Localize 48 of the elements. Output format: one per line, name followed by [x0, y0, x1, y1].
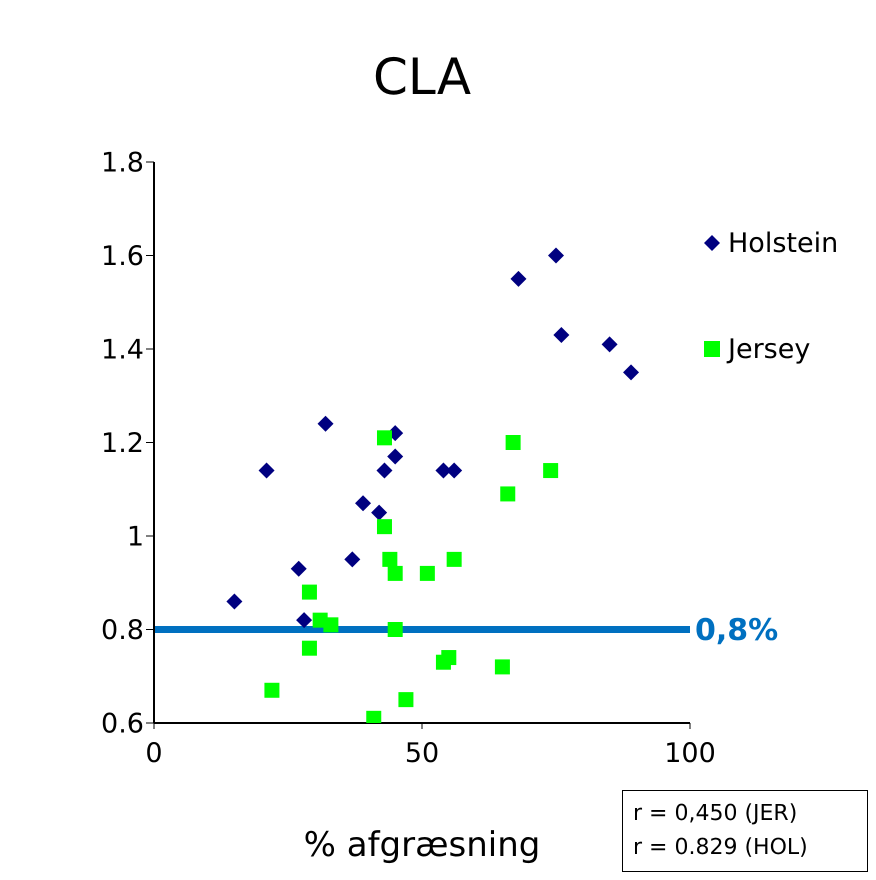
point: [510, 270, 526, 287]
point: [494, 659, 510, 674]
legend-label: Holstein: [728, 228, 838, 258]
point: [264, 682, 280, 698]
point: [420, 566, 435, 581]
y-tick-label: 0.6: [101, 708, 144, 740]
point: [553, 326, 570, 343]
point: [388, 566, 403, 581]
point: [500, 486, 516, 502]
point: [258, 462, 275, 479]
point: [344, 551, 360, 568]
point: [302, 640, 317, 656]
point: [543, 463, 558, 478]
text: r = 0,450 (JER): [633, 800, 798, 828]
point: [388, 622, 403, 637]
y-tick-label: 1.6: [101, 241, 144, 272]
x-axis-title: % afgræsning: [304, 825, 540, 865]
y-tick-label: 1.4: [101, 334, 144, 366]
legend-label: Jersey: [728, 334, 810, 364]
point: [302, 584, 317, 600]
text: r = 0.829 (HOL): [633, 834, 809, 862]
point: [548, 248, 564, 264]
y-tick-label: 1.8: [101, 148, 144, 179]
point: [387, 448, 404, 465]
point: [290, 560, 307, 577]
point: [446, 552, 462, 567]
y-tick-label: 1: [126, 522, 144, 553]
point: [398, 692, 414, 708]
ref-line-label: 0,8%: [695, 613, 778, 648]
x-tick-label: 100: [664, 738, 716, 770]
point: [382, 552, 398, 567]
y-tick-label: 1.2: [101, 428, 144, 460]
point: [371, 504, 388, 521]
point: [318, 416, 334, 432]
point: [506, 435, 521, 450]
x-tick-label: 50: [404, 738, 440, 770]
point: [376, 462, 392, 479]
point: [376, 519, 392, 534]
y-tick-label: 0.8: [101, 615, 144, 646]
point: [323, 617, 338, 632]
x-tick-label: 0: [145, 738, 163, 770]
point: [296, 612, 312, 628]
point: [602, 336, 618, 352]
point: [226, 593, 242, 610]
point: [355, 495, 372, 512]
point: [376, 430, 392, 446]
point: [623, 364, 640, 380]
chart-title: CLA: [372, 48, 472, 106]
